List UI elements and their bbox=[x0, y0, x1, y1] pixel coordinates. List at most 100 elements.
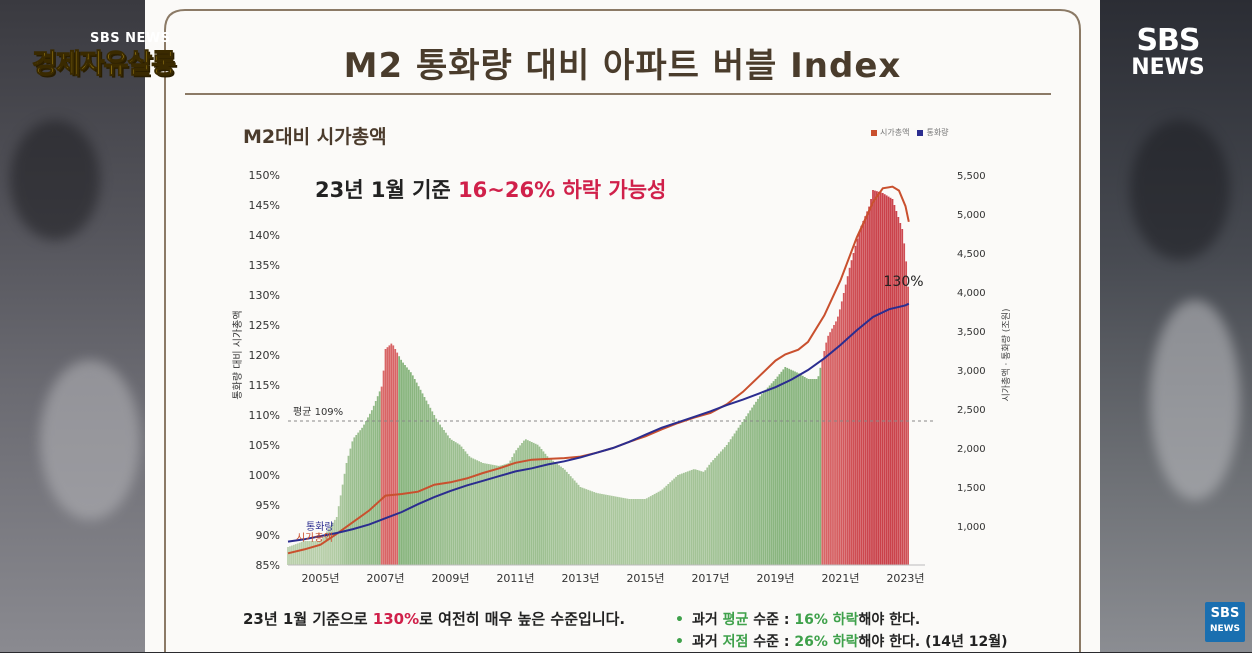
ratio-bar bbox=[423, 397, 426, 565]
ratio-bar bbox=[433, 415, 436, 565]
program-logo-network: SBS NEWS bbox=[90, 31, 171, 46]
ratio-bar bbox=[525, 439, 527, 565]
ratio-bar bbox=[749, 410, 752, 565]
ratio-bar bbox=[872, 190, 874, 565]
ratio-bar bbox=[470, 457, 473, 565]
ratio-bar bbox=[581, 487, 584, 565]
ratio-bar bbox=[427, 404, 430, 565]
ratio-bar bbox=[478, 461, 480, 565]
ratio-bar bbox=[394, 349, 397, 565]
ratio-bar bbox=[708, 464, 711, 565]
ratio-bar bbox=[369, 413, 371, 565]
ratio-bar bbox=[630, 499, 633, 565]
ratio-bar bbox=[601, 493, 603, 565]
ratio-bar bbox=[349, 448, 352, 565]
series-label-money-supply: 통화량 bbox=[306, 521, 334, 533]
ratio-bar bbox=[780, 371, 783, 565]
ratio-bar bbox=[513, 453, 516, 565]
page-title: M2 통화량 대비 아파트 버블 Index bbox=[343, 46, 902, 86]
ratio-bar bbox=[335, 517, 338, 565]
background-left bbox=[0, 0, 145, 652]
ratio-bar bbox=[515, 450, 518, 565]
ratio-bar bbox=[862, 221, 865, 565]
ratio-bar bbox=[503, 464, 506, 565]
ratio-bar bbox=[850, 260, 853, 565]
ratio-bar bbox=[292, 544, 295, 565]
ratio-bar bbox=[868, 206, 870, 565]
ratio-bar bbox=[575, 482, 578, 565]
panel-frame bbox=[164, 9, 1081, 652]
ratio-bar bbox=[825, 342, 828, 565]
ratio-bar bbox=[298, 542, 301, 565]
bg-blob bbox=[1150, 300, 1240, 500]
ratio-bar bbox=[497, 465, 500, 565]
right-tick-label: 3,000 bbox=[957, 366, 986, 377]
x-tick-label: 2015년 bbox=[626, 572, 664, 585]
ratio-bar bbox=[751, 407, 753, 565]
ratio-bar bbox=[296, 543, 299, 565]
ratio-bar bbox=[548, 457, 551, 565]
ratio-bar bbox=[766, 387, 769, 565]
ratio-bar bbox=[821, 359, 824, 565]
ratio-bar bbox=[792, 370, 794, 565]
ratio-bar bbox=[786, 367, 789, 565]
ratio-bar bbox=[370, 410, 373, 565]
ratio-bar bbox=[669, 482, 672, 565]
x-tick-label: 2023년 bbox=[886, 572, 924, 585]
ratio-bar bbox=[554, 462, 557, 565]
left-tick-label: 95% bbox=[256, 499, 280, 512]
ratio-bar bbox=[721, 449, 724, 565]
ratio-bar bbox=[796, 372, 798, 565]
ratio-bar bbox=[727, 442, 730, 565]
ratio-bar bbox=[291, 545, 293, 565]
ratio-bar bbox=[579, 487, 582, 565]
ratio-bar bbox=[675, 476, 677, 565]
ratio-bar bbox=[546, 456, 549, 565]
ratio-bar bbox=[294, 544, 297, 565]
ratio-bar bbox=[803, 377, 806, 565]
ratio-bar bbox=[895, 211, 898, 565]
ratio-bar bbox=[431, 411, 434, 565]
ratio-bar bbox=[838, 309, 841, 565]
ratio-bar bbox=[634, 499, 636, 565]
ratio-bar bbox=[365, 421, 367, 565]
ratio-bar bbox=[413, 379, 416, 565]
ratio-bar bbox=[864, 216, 867, 565]
ratio-bar bbox=[345, 463, 348, 565]
ratio-bar bbox=[881, 193, 884, 565]
left-tick-label: 115% bbox=[249, 379, 280, 392]
ratio-bar bbox=[661, 489, 664, 565]
ratio-bar bbox=[372, 405, 375, 565]
ratio-bar bbox=[402, 362, 404, 565]
ratio-bar bbox=[341, 484, 344, 565]
left-tick-label: 85% bbox=[256, 559, 280, 572]
ratio-bar bbox=[866, 211, 869, 565]
ratio-bar bbox=[778, 374, 781, 565]
ratio-bar bbox=[604, 494, 607, 565]
legend-item-market-cap: 시가총액 bbox=[871, 127, 909, 138]
ratio-bar bbox=[569, 476, 572, 565]
ratio-bar bbox=[673, 478, 675, 565]
ratio-bar bbox=[794, 371, 796, 565]
ratio-bar bbox=[901, 229, 904, 565]
ratio-bar bbox=[374, 401, 377, 565]
ratio-bar bbox=[573, 480, 576, 565]
ratio-bar bbox=[435, 418, 438, 565]
left-tick-label: 145% bbox=[249, 199, 280, 212]
ratio-bar bbox=[854, 245, 857, 566]
ratio-bar bbox=[316, 541, 319, 565]
ratio-bar bbox=[745, 416, 748, 565]
ratio-bar bbox=[772, 381, 775, 565]
ratio-bar bbox=[408, 369, 410, 565]
ratio-bar bbox=[359, 430, 362, 565]
ratio-bar bbox=[887, 196, 890, 565]
ratio-bar bbox=[725, 445, 728, 565]
ratio-bar bbox=[519, 445, 521, 565]
ratio-bar bbox=[679, 474, 681, 565]
right-tick-label: 4,500 bbox=[957, 249, 986, 260]
ratio-bar bbox=[657, 491, 660, 565]
ratio-bar bbox=[320, 540, 323, 565]
ratio-bar bbox=[624, 498, 627, 565]
right-tick-label: 1,500 bbox=[957, 483, 986, 494]
ratio-bar bbox=[628, 499, 631, 565]
